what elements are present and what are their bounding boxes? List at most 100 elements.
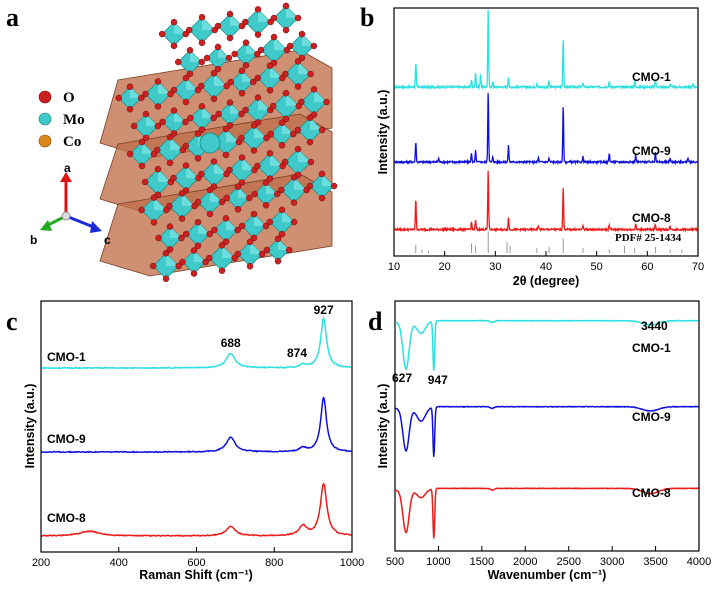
molybdate-octahedron-face <box>314 89 327 102</box>
axis-a-arrowhead <box>60 172 72 182</box>
oxygen-atom <box>246 194 253 202</box>
panel-b-x-tick-label-60: 60 <box>641 261 653 273</box>
panel-a-letter: a <box>6 3 19 32</box>
panel-c-letter: c <box>6 307 18 336</box>
molybdate-octahedron-face <box>322 173 335 186</box>
molybdate-octahedron-face <box>174 110 186 122</box>
panel-c-x-tick-label-200: 200 <box>32 557 50 569</box>
oxygen-atom <box>206 186 214 194</box>
panel-c-series-label-cmo-1: CMO-1 <box>47 350 86 364</box>
oxygen-atom <box>154 165 162 173</box>
panel-b-x-tick-label-50: 50 <box>591 261 603 273</box>
oxygen-atom <box>206 230 214 238</box>
oxygen-atom <box>166 246 174 253</box>
panel-d-band-label-3440: 3440 <box>641 319 668 333</box>
oxygen-atom <box>226 99 234 106</box>
oxygen-atom <box>218 267 226 274</box>
panel-c-x-tick-label-400: 400 <box>110 557 128 569</box>
oxygen-atom <box>262 202 270 209</box>
oxygen-atom <box>166 133 174 141</box>
molybdate-octahedron-face <box>286 93 299 106</box>
panel-d-x-ticks: 500 1000 1500 2000 2500 3000 3500 4000 <box>386 546 711 568</box>
panel-c-peak-label-874: 874 <box>287 346 307 360</box>
oxygen-atom <box>250 210 258 218</box>
panel-b-series-label-cmo-8: CMO-8 <box>632 211 671 225</box>
molybdate-octahedron-face <box>278 238 290 250</box>
oxygen-atom <box>170 174 177 182</box>
oxygen-atom <box>198 58 206 66</box>
oxygen-atom <box>142 110 150 118</box>
oxygen-atom <box>162 250 170 257</box>
oxygen-atom <box>222 125 230 133</box>
molybdate-octahedron-face <box>250 241 263 254</box>
oxygen-atom <box>170 107 178 114</box>
oxygen-atom <box>249 78 257 86</box>
panel-b-ylabel: Intensity (a.u.) <box>376 90 390 175</box>
oxygen-atom <box>238 134 245 142</box>
oxygen-atom <box>214 65 222 73</box>
oxygen-atom <box>234 250 242 258</box>
axis-c-arrow <box>65 214 97 230</box>
oxygen-atom <box>306 114 314 122</box>
panel-d-ftir-chart: d 500 1000 1500 2000 2500 3000 3500 4000 627 94… <box>368 300 711 582</box>
oxygen-atom <box>198 126 206 133</box>
panel-b-x-tick-label-30: 30 <box>489 261 501 273</box>
oxygen-atom <box>194 130 202 137</box>
oxygen-atom <box>226 10 234 18</box>
oxygen-atom <box>234 183 242 190</box>
molybdate-octahedron-face <box>166 253 179 266</box>
oxygen-atom <box>150 194 158 201</box>
legend-o-label: O <box>63 90 75 106</box>
oxygen-atom <box>254 162 261 170</box>
molybdate-octahedron-face <box>146 114 158 126</box>
oxygen-atom <box>254 94 262 101</box>
molybdate-octahedron-face <box>154 197 167 210</box>
oxygen-atom <box>274 257 282 265</box>
panel-c-xlabel: Raman Shift (cm⁻¹) <box>139 568 253 582</box>
oxygen-atom <box>250 234 258 242</box>
oxygen-atom <box>170 18 178 26</box>
oxygen-atom <box>210 70 218 77</box>
oxygen-atom <box>178 190 186 197</box>
molybdate-octahedron-face <box>198 222 210 234</box>
oxygen-atom <box>298 30 306 38</box>
molybdate-octahedron-face <box>254 214 266 226</box>
panel-d-series-cmo-8-line <box>395 487 699 539</box>
oxygen-atom <box>285 246 293 254</box>
panel-c-peak-label-688: 688 <box>221 336 241 350</box>
oxygen-atom <box>282 70 289 78</box>
oxygen-atom <box>266 62 274 69</box>
oxygen-atom <box>254 74 261 82</box>
crystal-structure-illustration <box>99 2 338 282</box>
panel-d-ylabel: Intensity (a.u.) <box>376 384 390 469</box>
oxygen-atom <box>150 219 158 226</box>
molybdate-octahedron-face <box>194 250 206 262</box>
oxygen-atom <box>266 218 274 226</box>
panel-c-x-tick-label-800: 800 <box>265 557 283 569</box>
oxygen-atom <box>225 54 233 62</box>
panel-b-x-tick-label-40: 40 <box>540 261 552 273</box>
oxygen-atom <box>290 174 298 181</box>
oxygen-atom <box>226 34 234 42</box>
oxygen-atom <box>262 222 270 230</box>
oxygen-atom <box>290 199 298 206</box>
oxygen-atom <box>307 158 315 166</box>
panel-c-series-cmo-1-line <box>41 315 352 370</box>
oxygen-atom <box>198 103 206 110</box>
oxygen-atom <box>142 90 149 98</box>
molybdate-octahedron-face <box>210 190 222 202</box>
oxygen-atom <box>238 67 246 75</box>
panel-d-x-tick-label-1000: 1000 <box>426 556 450 568</box>
oxygen-atom <box>194 218 202 226</box>
molybdate-octahedron-face <box>302 34 314 46</box>
oxygen-atom <box>238 154 246 161</box>
oxygen-atom <box>166 159 174 167</box>
oxygen-atom <box>198 39 206 47</box>
oxygen-atom <box>294 83 302 90</box>
oxygen-atom <box>210 95 218 102</box>
panel-d-series-cmo-1-line <box>395 319 699 371</box>
panel-b-x-ticks: 10 20 30 40 50 60 70 <box>388 251 704 273</box>
molybdate-octahedron-face <box>254 125 267 138</box>
molybdate-octahedron-face <box>242 70 254 82</box>
panel-c-series-label-cmo-8: CMO-8 <box>47 511 86 525</box>
